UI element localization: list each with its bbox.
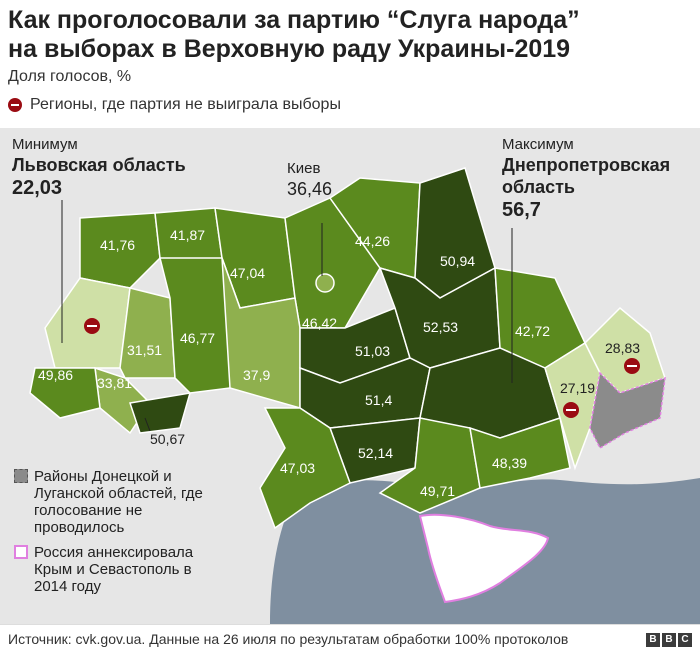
callout-min-region: Львовская область: [12, 155, 186, 175]
crimea-swatch: [14, 545, 28, 559]
value-sumy: 50,94: [440, 253, 475, 269]
value-chernihiv: 44,26: [355, 233, 390, 249]
chart-title-line2: на выборах в Верховную раду Украины-2019: [8, 35, 571, 63]
map-area: 41,76 41,87 47,04 46,42 44,26 50,94 31,5…: [0, 128, 700, 624]
value-zakarpattia: 49,86: [38, 367, 73, 383]
value-luhansk: 28,83: [605, 340, 640, 356]
legend-no-vote: Районы Донецкой и Луганской областей, гд…: [14, 468, 224, 536]
callout-kyiv-value: 36,46: [287, 179, 333, 199]
region-zaporizhzhia: [469, 417, 571, 489]
callout-max-region-line2: область: [502, 177, 576, 197]
no-win-markers: [84, 318, 640, 418]
value-volyn: 41,76: [100, 237, 135, 253]
no-entry-bar: [87, 325, 97, 327]
legend-crimea: Россия аннексировала Крым и Севастополь …: [14, 544, 224, 595]
value-mykolaiv: 52,14: [358, 445, 393, 461]
chart-subtitle: Доля голосов, %: [8, 68, 132, 85]
callout-min: Минимум Львовская область 22,03: [12, 136, 186, 200]
no-entry-bar: [627, 365, 637, 367]
ukraine-map: 41,76 41,87 47,04 46,42 44,26 50,94 31,5…: [0, 128, 700, 624]
value-kherson: 49,71: [420, 483, 455, 499]
legend-no-vote-label: Районы Донецкой и Луганской областей, гд…: [34, 468, 203, 536]
value-rivne: 41,87: [170, 227, 205, 243]
value-chernivtsi: 50,67: [150, 431, 185, 447]
callout-max-region-line1: Днепропетровская: [502, 155, 671, 175]
chart-title-line1: Как проголосовали за партию “Слуга народ…: [8, 6, 580, 34]
value-zhytomyr: 47,04: [230, 265, 265, 281]
callout-min-label: Минимум: [12, 136, 78, 153]
region-odesa: [259, 407, 351, 530]
kyiv-city: [315, 273, 335, 293]
value-donetsk: 27,19: [560, 380, 595, 396]
value-cherkasy: 51,03: [355, 343, 390, 359]
value-khmelnytskyi: 46,77: [180, 330, 215, 346]
bbc-logo: B B C: [646, 633, 692, 647]
callout-max-value: 56,7: [502, 199, 541, 221]
area-no-vote: [589, 371, 666, 450]
value-poltava: 52,53: [423, 319, 458, 335]
callout-max: Максимум Днепропетровская область 56,7: [502, 136, 670, 222]
value-kharkiv: 42,72: [515, 323, 550, 339]
crimea: [418, 513, 550, 604]
source-note: Источник: cvk.gov.ua. Данные на 26 июля …: [8, 631, 569, 647]
bbc-logo-c: C: [678, 633, 692, 647]
legend-not-won: Регионы, где партия не выиграла выборы: [8, 96, 341, 114]
region-ternopil: [119, 287, 176, 379]
leader-line-chernivtsi: [144, 417, 151, 432]
value-ternopil: 31,51: [127, 342, 162, 358]
legend-crimea-label: Россия аннексировала Крым и Севастополь …: [34, 544, 194, 595]
no-vote-swatch: [14, 469, 28, 483]
no-entry-bar: [566, 409, 576, 411]
legend-bottom: Районы Донецкой и Луганской областей, гд…: [14, 468, 224, 603]
value-kyiv-oblast: 46,42: [302, 315, 337, 331]
callout-min-value: 22,03: [12, 177, 63, 199]
value-odesa: 47,03: [280, 460, 315, 476]
region-chernivtsi: [129, 392, 192, 434]
value-vinnytsia: 37,9: [243, 367, 270, 383]
region-zakarpattia: [29, 367, 101, 419]
bbc-logo-b1: B: [646, 633, 660, 647]
legend-not-won-label: Регионы, где партия не выиграла выборы: [30, 96, 341, 113]
chart-header: Как проголосовали за партию “Слуга народ…: [0, 0, 700, 128]
callout-max-label: Максимум: [502, 136, 574, 153]
footer: Источник: cvk.gov.ua. Данные на 26 июля …: [0, 624, 700, 668]
value-ivano-frankivsk: 33,81: [97, 375, 132, 391]
callout-kyiv-label: Киев: [287, 160, 321, 177]
value-kirovohrad: 51,4: [365, 392, 392, 408]
bbc-logo-b2: B: [662, 633, 676, 647]
region-volyn: [79, 212, 161, 289]
region-values: 41,76 41,87 47,04 46,42 44,26 50,94 31,5…: [38, 227, 640, 499]
callout-kyiv: Киев 36,46: [287, 160, 332, 200]
value-zaporizhzhia: 48,39: [492, 455, 527, 471]
no-entry-icon: [8, 98, 22, 112]
